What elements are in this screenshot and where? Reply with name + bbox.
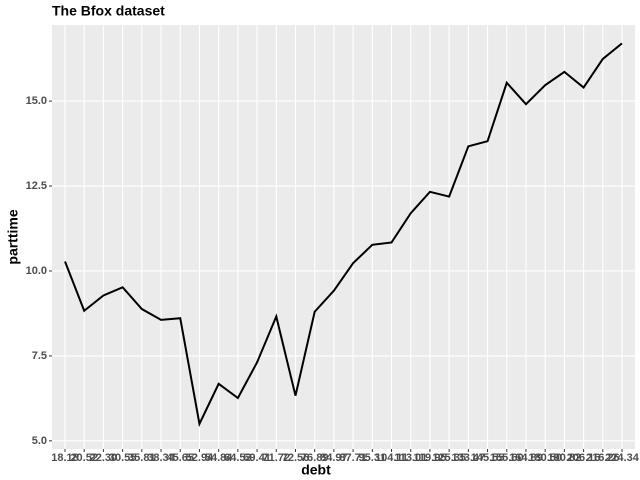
x-tick-label: 190.82	[548, 452, 582, 464]
y-tick-label: 5.0	[32, 435, 47, 447]
x-tick-label: 45.65	[166, 452, 194, 464]
x-tick-label: 87.71	[339, 452, 367, 464]
x-tick-label: 125.35	[432, 452, 466, 464]
y-axis-title: parttime	[5, 209, 21, 264]
x-tick-label: 35.81	[128, 452, 156, 464]
x-tick-label: 224.34	[605, 452, 640, 464]
x-tick-label: 113.01	[394, 452, 427, 464]
x-tick-label: 52.94	[186, 452, 214, 464]
x-tick-label: 206.16	[567, 452, 601, 464]
y-tick-label: 12.5	[26, 180, 47, 192]
x-tick-label: 64.53	[224, 452, 252, 464]
y-tick-label: 15.0	[26, 95, 47, 107]
x-tick-label: 180.50	[528, 452, 562, 464]
x-tick-label: 30.55	[109, 452, 137, 464]
x-tick-label: 76.89	[301, 452, 329, 464]
x-tick-label: 216.26	[586, 452, 620, 464]
y-tick-label: 10.0	[26, 265, 47, 277]
x-tick-label: 38.34	[147, 452, 175, 464]
x-tick-label: 104.11	[375, 452, 408, 464]
x-tick-label: 54.84	[205, 452, 233, 464]
x-tick-label: 72.56	[282, 452, 310, 464]
line	[64, 42, 623, 428]
x-tick-label: 22.30	[90, 452, 118, 464]
x-tick-label: 133.47	[452, 452, 486, 464]
panel	[52, 25, 635, 449]
x-tick-label: 18.18	[51, 452, 79, 464]
chart-title: The Bfox dataset	[52, 3, 165, 19]
x-tick-label: 145.55	[471, 452, 505, 464]
x-tick-label: 119.95	[413, 452, 446, 464]
x-tick-label: 20.52	[70, 452, 98, 464]
x-tick-label: 95.31	[359, 452, 387, 464]
x-axis-title: debt	[301, 462, 331, 478]
x-tick-label: 71.72	[263, 452, 291, 464]
x-tick-label: 155.60	[490, 452, 524, 464]
x-tick-label: 84.97	[320, 452, 348, 464]
x-tick-label: 164.89	[509, 452, 543, 464]
y-tick-label: 7.5	[32, 350, 47, 362]
x-tick-label: 69.41	[243, 452, 271, 464]
